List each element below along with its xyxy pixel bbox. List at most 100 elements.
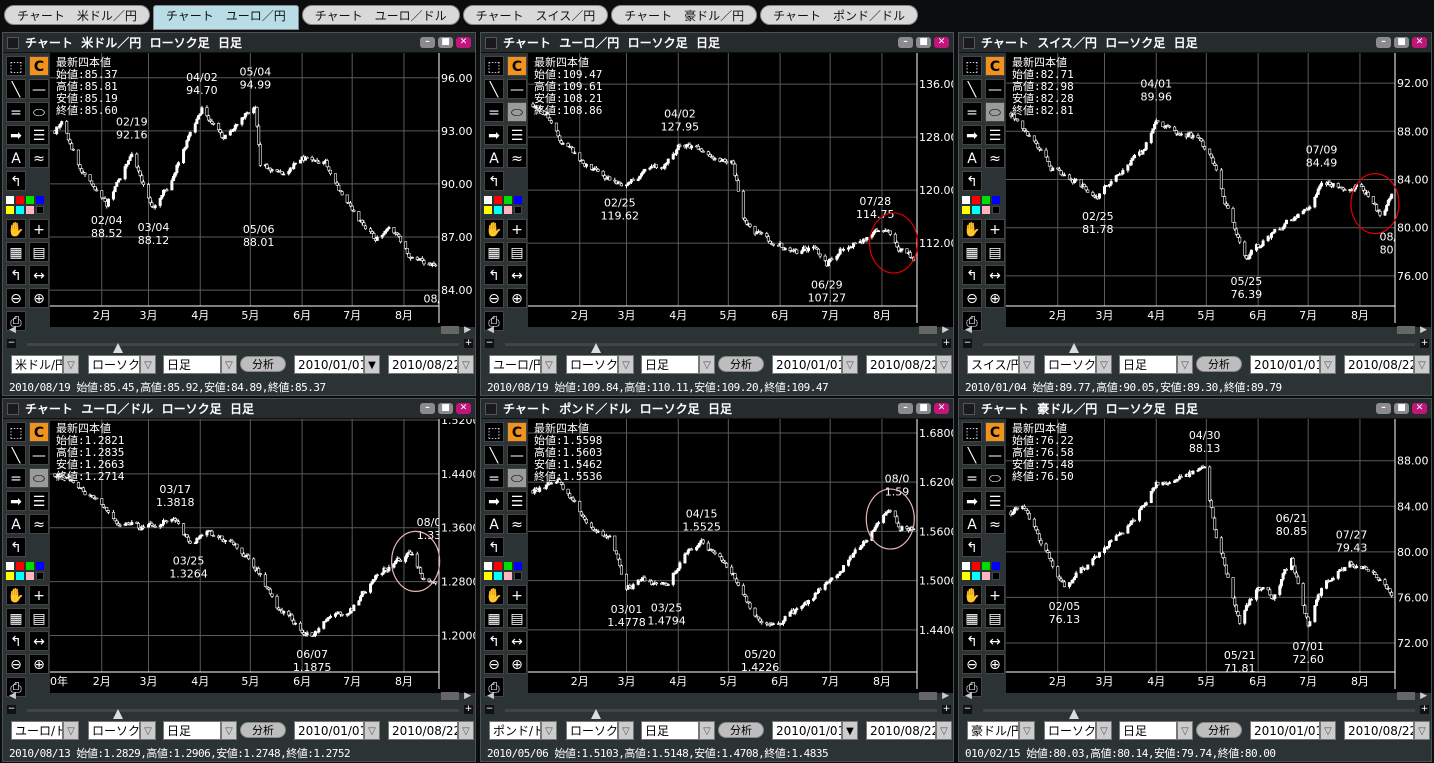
pair-select[interactable]: ユーロ/円 — [489, 355, 541, 374]
cursor-c-icon[interactable]: C — [29, 56, 49, 76]
color-swatch[interactable] — [992, 196, 1000, 204]
text-icon[interactable]: A — [962, 148, 982, 168]
chevron-down-icon[interactable]: ▼ — [842, 721, 858, 740]
color-swatch[interactable] — [36, 196, 44, 204]
arrow-icon[interactable]: ➡ — [962, 491, 982, 511]
zoom-minus-button[interactable]: − — [7, 704, 16, 714]
candlestick-chart[interactable]: 2月 3月 4月 5月 6月 7月 8月 92.00 88.00 84.00 80.00 76.00 0… — [1006, 53, 1431, 327]
chevron-down-icon[interactable]: ▽ — [699, 355, 715, 374]
minimize-button[interactable]: – — [420, 37, 435, 48]
chevron-down-icon[interactable]: ▽ — [140, 721, 156, 740]
document-icon[interactable]: ▤ — [29, 608, 49, 628]
wave-icon[interactable]: ≈ — [985, 148, 1005, 168]
color-swatch[interactable] — [36, 562, 44, 570]
window-titlebar[interactable]: チャート ユーロ／円 ローソク足 日足 – ■ ✕ — [481, 33, 953, 53]
zoom-track[interactable] — [983, 709, 1415, 719]
window-titlebar[interactable]: チャート ユーロ／ドル ローソク足 日足 – ■ ✕ — [3, 399, 475, 419]
scroll-right-icon[interactable]: ▶ — [464, 325, 471, 335]
chart-svg[interactable]: 2月 3月 4月 5月 6月 7月 8月96.0093.0090.0087.0084.000… — [50, 53, 476, 323]
color-swatch[interactable] — [962, 562, 970, 570]
maximize-button[interactable]: ■ — [916, 403, 931, 414]
width-icon[interactable]: ↔ — [29, 265, 49, 285]
hand-icon[interactable]: ✋ — [962, 219, 982, 239]
cursor-c-icon[interactable]: C — [29, 422, 49, 442]
pair-select[interactable]: スイス/円 — [967, 355, 1019, 374]
hline-icon[interactable]: — — [29, 79, 49, 99]
color-swatch[interactable] — [972, 206, 980, 214]
tab-chart-4[interactable]: チャート 豪ドル／円 — [611, 5, 758, 25]
end-date-field[interactable]: 2010/08/22 — [388, 721, 458, 740]
zoom-plus-button[interactable]: + — [1420, 338, 1429, 348]
period-select[interactable]: 日足 — [1119, 355, 1177, 374]
chevron-down-icon[interactable]: ▽ — [618, 721, 634, 740]
hand-icon[interactable]: ✋ — [484, 585, 504, 605]
chevron-down-icon[interactable]: ▽ — [458, 721, 474, 740]
zoom-track[interactable] — [505, 343, 937, 353]
grid-icon[interactable]: ▦ — [484, 242, 504, 262]
color-swatch[interactable] — [484, 562, 492, 570]
analyze-button[interactable]: 分析 — [1196, 356, 1242, 372]
cursor-c-icon[interactable]: C — [985, 422, 1005, 442]
minimize-button[interactable]: – — [898, 403, 913, 414]
zoom-slider[interactable]: − + — [5, 704, 475, 719]
color-swatch[interactable] — [26, 562, 34, 570]
color-swatch[interactable] — [494, 206, 502, 214]
color-swatch[interactable] — [16, 562, 24, 570]
color-swatch[interactable] — [504, 206, 512, 214]
undo-icon[interactable]: ↰ — [484, 631, 504, 651]
maximize-button[interactable]: ■ — [1394, 37, 1409, 48]
chevron-down-icon[interactable]: ▽ — [1096, 355, 1112, 374]
arrow-icon[interactable]: ➡ — [6, 125, 26, 145]
chart-svg[interactable]: 0年 2月 3月 4月 5月 6月 7月 8月 1.5200 1.4400 1.3600 1.2800… — [50, 414, 476, 689]
color-swatch[interactable] — [494, 196, 502, 204]
color-swatch[interactable] — [972, 562, 980, 570]
maximize-button[interactable]: ■ — [438, 403, 453, 414]
zoom-slider[interactable]: − + — [961, 338, 1431, 353]
zoom-minus-button[interactable]: − — [485, 704, 494, 714]
scroll-right-icon[interactable]: ▶ — [1420, 691, 1427, 701]
color-swatch[interactable] — [26, 196, 34, 204]
hand-icon[interactable]: ✋ — [6, 585, 26, 605]
scroll-left-icon[interactable]: ◀ — [9, 325, 16, 335]
hline-icon[interactable]: — — [507, 79, 527, 99]
zoom-out-icon[interactable]: ⊖ — [6, 654, 26, 674]
hline-icon[interactable]: — — [507, 445, 527, 465]
candlestick-chart[interactable]: 2月 3月 4月 5月 6月 7月 8月 96.00 93.00 90.00 87.00 84.00 0… — [50, 53, 476, 327]
ellipse-icon[interactable]: ⬭ — [507, 468, 527, 488]
end-date-field[interactable]: 2010/08/22 — [388, 355, 458, 374]
wave-icon[interactable]: ≈ — [507, 148, 527, 168]
undo-icon[interactable]: ↰ — [962, 537, 982, 557]
tab-chart-0[interactable]: チャート 米ドル／円 — [4, 5, 150, 25]
text-icon[interactable]: A — [962, 514, 982, 534]
chevron-down-icon[interactable]: ▽ — [1019, 355, 1035, 374]
maximize-button[interactable]: ■ — [1394, 403, 1409, 414]
color-swatch[interactable] — [514, 572, 522, 580]
tab-chart-3[interactable]: チャート スイス／円 — [462, 5, 609, 25]
color-swatch[interactable] — [16, 572, 24, 580]
color-swatch[interactable] — [36, 206, 44, 214]
window-titlebar[interactable]: チャート ポンド／ドル ローソク足 日足 – ■ ✕ — [481, 399, 953, 419]
candlestick-chart[interactable]: 2月 3月 4月 5月 6月 7月 8月 136.00 128.00 120.00 112.00 02… — [528, 53, 953, 327]
end-date-field[interactable]: 2010/08/22 — [866, 355, 936, 374]
color-swatch[interactable] — [514, 562, 522, 570]
zoom-plus-button[interactable]: + — [464, 338, 473, 348]
analyze-button[interactable]: 分析 — [240, 722, 286, 738]
color-swatch[interactable] — [992, 562, 1000, 570]
print-icon[interactable]: ⎙ — [484, 677, 504, 697]
width-icon[interactable]: ↔ — [985, 631, 1005, 651]
tab-chart-5[interactable]: チャート ポンド／ドル — [760, 5, 918, 25]
horizontal-scrollbar[interactable]: ◀ ▶ — [9, 691, 471, 701]
scroll-thumb[interactable] — [919, 326, 937, 334]
crosshair-icon[interactable]: + — [29, 219, 49, 239]
maximize-button[interactable]: ■ — [916, 37, 931, 48]
color-swatch[interactable] — [504, 572, 512, 580]
color-swatch[interactable] — [982, 562, 990, 570]
line-icon[interactable]: ╲ — [6, 445, 26, 465]
print-icon[interactable]: ⎙ — [6, 677, 26, 697]
grid-icon[interactable]: ▦ — [962, 242, 982, 262]
select-rect-icon[interactable]: ⬚ — [6, 56, 26, 76]
minimize-button[interactable]: – — [420, 403, 435, 414]
window-checkbox[interactable] — [7, 36, 19, 49]
chevron-down-icon[interactable]: ▽ — [541, 721, 557, 740]
analyze-button[interactable]: 分析 — [240, 356, 286, 372]
